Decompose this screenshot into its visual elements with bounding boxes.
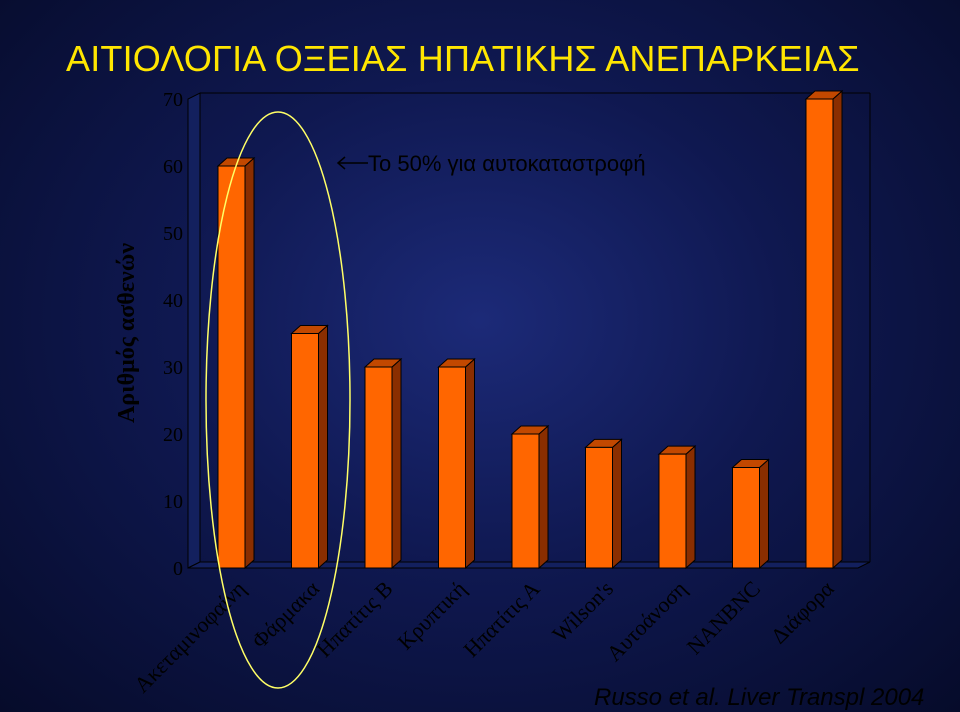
bar-side <box>465 357 475 570</box>
bar-front <box>291 333 319 569</box>
bar-front <box>217 165 246 569</box>
x-tick-label: Wilson's <box>547 576 618 647</box>
bar <box>584 438 623 570</box>
bar-side <box>832 89 843 570</box>
y-axis-label: Αριθμός ασθενών <box>114 243 140 423</box>
x-tick-label: Διάφορα <box>766 576 839 649</box>
highlight-ellipse <box>205 111 351 689</box>
y-tick-label: 20 <box>163 424 183 446</box>
bar-side <box>244 156 255 570</box>
y-tick-label: 50 <box>163 223 183 245</box>
x-tick-label: Αυτοάνοση <box>601 576 691 666</box>
bar <box>510 424 550 570</box>
y-tick-label: 30 <box>163 357 183 379</box>
y-axis-wall <box>187 92 201 569</box>
bar-side <box>318 324 328 570</box>
bar-side <box>685 444 696 570</box>
y-tick-label: 40 <box>163 290 183 312</box>
source-citation: Russo et al. Liver Transpl 2004 <box>594 684 925 711</box>
y-tick-label: 70 <box>163 89 183 111</box>
bar <box>804 89 844 570</box>
y-tick-label: 0 <box>173 558 183 580</box>
x-tick-label: Φάρμακα <box>247 576 325 654</box>
bar-front <box>364 366 393 569</box>
bar-front <box>805 98 834 569</box>
bar-side <box>391 357 402 570</box>
bar-side <box>759 458 769 570</box>
bar <box>363 357 403 570</box>
bar-front <box>511 433 540 569</box>
x-tick-label: NANBNC <box>682 576 765 659</box>
bar <box>731 458 770 570</box>
bar-front <box>585 446 613 569</box>
x-tick-label: Ακεταμινοφαίνη <box>129 576 251 698</box>
bar-front <box>438 366 466 569</box>
y-tick-label: 60 <box>163 156 183 178</box>
chart-title: ΑΙΤΙΟΛΟΓΙΑ ΟΞΕΙΑΣ ΗΠΑΤΙΚΗΣ ΑΝΕΠΑΡΚΕΙΑΣ <box>66 38 860 79</box>
bar <box>290 324 329 570</box>
x-tick-label: Ηπατίτις Α <box>458 576 544 662</box>
bar <box>216 156 256 570</box>
bar-front <box>732 467 760 569</box>
annotation-arrowhead <box>336 156 346 170</box>
bar <box>657 444 697 570</box>
bar-front <box>658 453 687 569</box>
annotation-text: Το 50% για αυτοκαταστροφή <box>368 151 646 176</box>
annotation: Το 50% για αυτοκαταστροφή <box>336 151 646 176</box>
bar <box>437 357 476 570</box>
bar-side <box>612 438 622 570</box>
y-tick-label: 10 <box>163 491 183 513</box>
bar-side <box>538 424 549 570</box>
